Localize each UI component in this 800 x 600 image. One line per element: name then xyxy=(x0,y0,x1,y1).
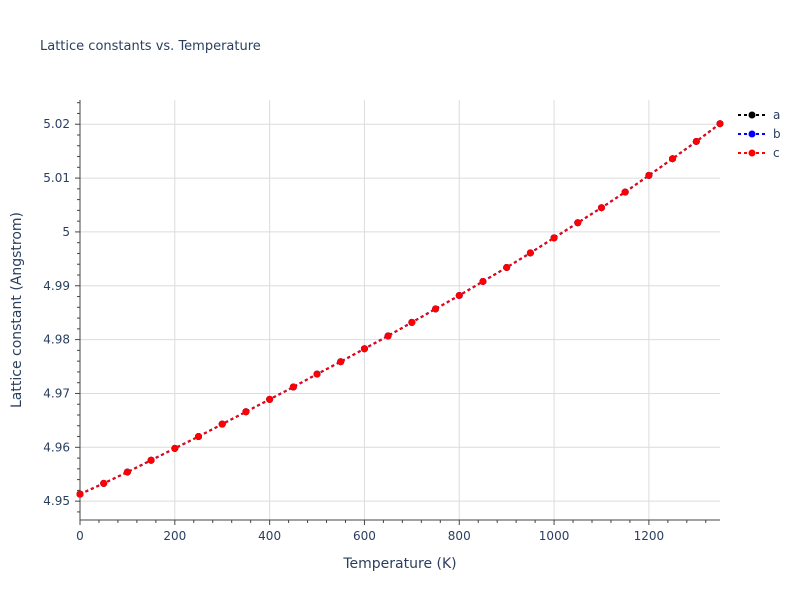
series-line-a xyxy=(79,122,721,496)
data-point-c xyxy=(408,318,416,326)
y-tick-label: 5 xyxy=(62,225,70,239)
data-point-c xyxy=(574,219,582,227)
y-tick-label: 5.01 xyxy=(43,171,70,185)
x-tick-label: 200 xyxy=(163,529,186,543)
x-tick-label: 0 xyxy=(76,529,84,543)
data-point-c xyxy=(621,188,629,196)
y-tick-label: 4.99 xyxy=(43,279,70,293)
data-point-c xyxy=(645,171,653,179)
legend-marker-a xyxy=(748,111,756,119)
x-tick-label: 400 xyxy=(258,529,281,543)
data-point-c xyxy=(597,204,605,212)
data-point-c xyxy=(526,249,534,257)
y-axis-title: Lattice constant (Angstrom) xyxy=(9,212,25,408)
legend[interactable]: abc xyxy=(738,108,781,160)
data-point-c xyxy=(432,305,440,313)
plot-area xyxy=(76,120,724,498)
data-point-c xyxy=(195,433,203,441)
grid-lines xyxy=(80,100,720,520)
y-tick-label: 5.02 xyxy=(43,117,70,131)
data-point-c xyxy=(669,155,677,163)
data-point-c xyxy=(313,370,321,378)
data-point-c xyxy=(384,332,392,340)
legend-label-c: c xyxy=(773,146,780,160)
data-point-c xyxy=(455,291,463,299)
data-point-c xyxy=(218,420,226,428)
legend-label-b: b xyxy=(773,127,781,141)
x-tick-label: 800 xyxy=(448,529,471,543)
y-tick-label: 4.96 xyxy=(43,440,70,454)
data-point-c xyxy=(266,395,274,403)
data-point-c xyxy=(337,358,345,366)
axes: 0 200 400 600 800 1000 1200 4.95 4.96 4.97 4.98 4.9… xyxy=(43,100,720,543)
series-line-b xyxy=(79,122,721,496)
data-point-c xyxy=(147,456,155,464)
series-line-c xyxy=(79,122,721,496)
legend-marker-b xyxy=(748,130,756,138)
data-point-c xyxy=(289,383,297,391)
x-axis-title: Temperature (K) xyxy=(342,556,456,572)
x-tick-label: 1200 xyxy=(634,529,665,543)
data-point-c xyxy=(479,277,487,285)
data-point-c xyxy=(692,137,700,145)
y-tick-label: 4.97 xyxy=(43,386,70,400)
data-point-c xyxy=(503,263,511,271)
data-point-c xyxy=(716,120,724,128)
data-point-c xyxy=(76,490,84,498)
data-point-c xyxy=(171,444,179,452)
legend-marker-c xyxy=(748,149,756,157)
data-point-c xyxy=(360,345,368,353)
data-point-c xyxy=(242,408,250,416)
x-tick-label: 1000 xyxy=(539,529,570,543)
data-point-c xyxy=(100,479,108,487)
y-tick-label: 4.95 xyxy=(43,494,70,508)
legend-label-a: a xyxy=(773,108,780,122)
data-point-c xyxy=(550,234,558,242)
data-point-c xyxy=(123,468,131,476)
chart-title: Lattice constants vs. Temperature xyxy=(40,39,261,54)
x-tick-label: 600 xyxy=(353,529,376,543)
y-tick-label: 4.98 xyxy=(43,333,70,347)
